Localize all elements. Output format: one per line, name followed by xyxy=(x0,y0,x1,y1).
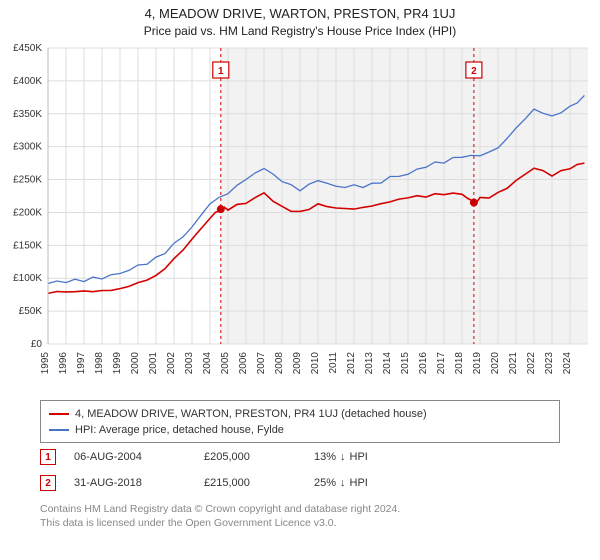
legend-label: 4, MEADOW DRIVE, WARTON, PRESTON, PR4 1U… xyxy=(75,406,427,422)
svg-text:2004: 2004 xyxy=(202,352,213,375)
chart-area: £0 £50K £100K £150K £200K £250K £300K £350K £400… xyxy=(0,42,600,392)
sale-price: £215,000 xyxy=(204,477,314,489)
svg-text:2015: 2015 xyxy=(400,352,411,375)
legend-item: HPI: Average price, detached house, Fyld… xyxy=(49,422,551,438)
footer-line2: This data is licensed under the Open Gov… xyxy=(40,516,560,530)
svg-text:2020: 2020 xyxy=(490,352,501,375)
svg-text:1999: 1999 xyxy=(112,352,123,375)
footer-note: Contains HM Land Registry data © Crown c… xyxy=(40,502,560,530)
chart-title: 4, MEADOW DRIVE, WARTON, PRESTON, PR4 1U… xyxy=(0,6,600,21)
svg-text:2007: 2007 xyxy=(256,352,267,375)
sale-diff-label: HPI xyxy=(350,451,368,463)
sale-price: £205,000 xyxy=(204,451,314,463)
sale-row: 1 06-AUG-2004£205,00013% ↓ HPI xyxy=(40,444,560,470)
svg-text:£100K: £100K xyxy=(13,273,42,284)
sale-diff-pct: 13% xyxy=(314,451,336,463)
svg-text:£150K: £150K xyxy=(13,240,42,251)
arrow-down-icon: ↓ xyxy=(340,451,346,463)
sale-diff: 25% ↓ HPI xyxy=(314,477,434,489)
svg-text:1997: 1997 xyxy=(76,352,87,375)
svg-text:£400K: £400K xyxy=(13,76,42,87)
svg-text:2010: 2010 xyxy=(310,352,321,375)
svg-text:2003: 2003 xyxy=(184,352,195,375)
sale-diff-pct: 25% xyxy=(314,477,336,489)
svg-text:1998: 1998 xyxy=(94,352,105,375)
svg-text:1995: 1995 xyxy=(40,352,51,375)
svg-text:£50K: £50K xyxy=(19,306,43,317)
svg-text:£300K: £300K xyxy=(13,142,42,153)
svg-text:2018: 2018 xyxy=(454,352,465,375)
svg-text:£0: £0 xyxy=(31,339,43,350)
svg-text:2016: 2016 xyxy=(418,352,429,375)
svg-text:2012: 2012 xyxy=(346,352,357,375)
svg-text:2011: 2011 xyxy=(328,352,339,374)
svg-text:2000: 2000 xyxy=(130,352,141,375)
svg-text:2006: 2006 xyxy=(238,352,249,375)
svg-text:£350K: £350K xyxy=(13,109,42,120)
svg-text:2022: 2022 xyxy=(526,352,537,375)
sale-date: 06-AUG-2004 xyxy=(74,451,204,463)
sale-marker-icon: 1 xyxy=(40,449,56,465)
svg-text:1: 1 xyxy=(218,66,224,77)
svg-text:2008: 2008 xyxy=(274,352,285,375)
svg-text:2019: 2019 xyxy=(472,352,483,375)
legend: 4, MEADOW DRIVE, WARTON, PRESTON, PR4 1U… xyxy=(40,400,560,443)
sale-diff-label: HPI xyxy=(350,477,368,489)
svg-text:£450K: £450K xyxy=(13,43,42,54)
chart-panel: 4, MEADOW DRIVE, WARTON, PRESTON, PR4 1U… xyxy=(0,0,600,560)
chart-subtitle: Price paid vs. HM Land Registry's House … xyxy=(0,24,600,38)
svg-text:2014: 2014 xyxy=(382,352,393,375)
svg-text:1996: 1996 xyxy=(58,352,69,375)
svg-text:2023: 2023 xyxy=(544,352,555,375)
arrow-down-icon: ↓ xyxy=(340,477,346,489)
svg-text:2017: 2017 xyxy=(436,352,447,375)
titles: 4, MEADOW DRIVE, WARTON, PRESTON, PR4 1U… xyxy=(0,0,600,38)
line-chart-svg: £0 £50K £100K £150K £200K £250K £300K £350K £400… xyxy=(0,42,600,392)
footer-line1: Contains HM Land Registry data © Crown c… xyxy=(40,502,560,516)
svg-text:2013: 2013 xyxy=(364,352,375,375)
sales-table: 1 06-AUG-2004£205,00013% ↓ HPI 2 31-AUG-2018£… xyxy=(40,444,560,496)
svg-text:2005: 2005 xyxy=(220,352,231,375)
svg-text:2009: 2009 xyxy=(292,352,303,375)
svg-text:2021: 2021 xyxy=(508,352,519,375)
legend-swatch xyxy=(49,413,69,415)
legend-item: 4, MEADOW DRIVE, WARTON, PRESTON, PR4 1U… xyxy=(49,406,551,422)
svg-text:£250K: £250K xyxy=(13,175,42,186)
sale-marker-icon: 2 xyxy=(40,475,56,491)
sale-diff: 13% ↓ HPI xyxy=(314,451,434,463)
sale-date: 31-AUG-2018 xyxy=(74,477,204,489)
svg-text:2002: 2002 xyxy=(166,352,177,375)
legend-swatch xyxy=(49,429,69,431)
legend-label: HPI: Average price, detached house, Fyld… xyxy=(75,422,284,438)
svg-text:2001: 2001 xyxy=(148,352,159,375)
sale-row: 2 31-AUG-2018£215,00025% ↓ HPI xyxy=(40,470,560,496)
svg-text:2024: 2024 xyxy=(562,352,573,375)
svg-text:£200K: £200K xyxy=(13,207,42,218)
svg-text:2: 2 xyxy=(471,66,477,77)
